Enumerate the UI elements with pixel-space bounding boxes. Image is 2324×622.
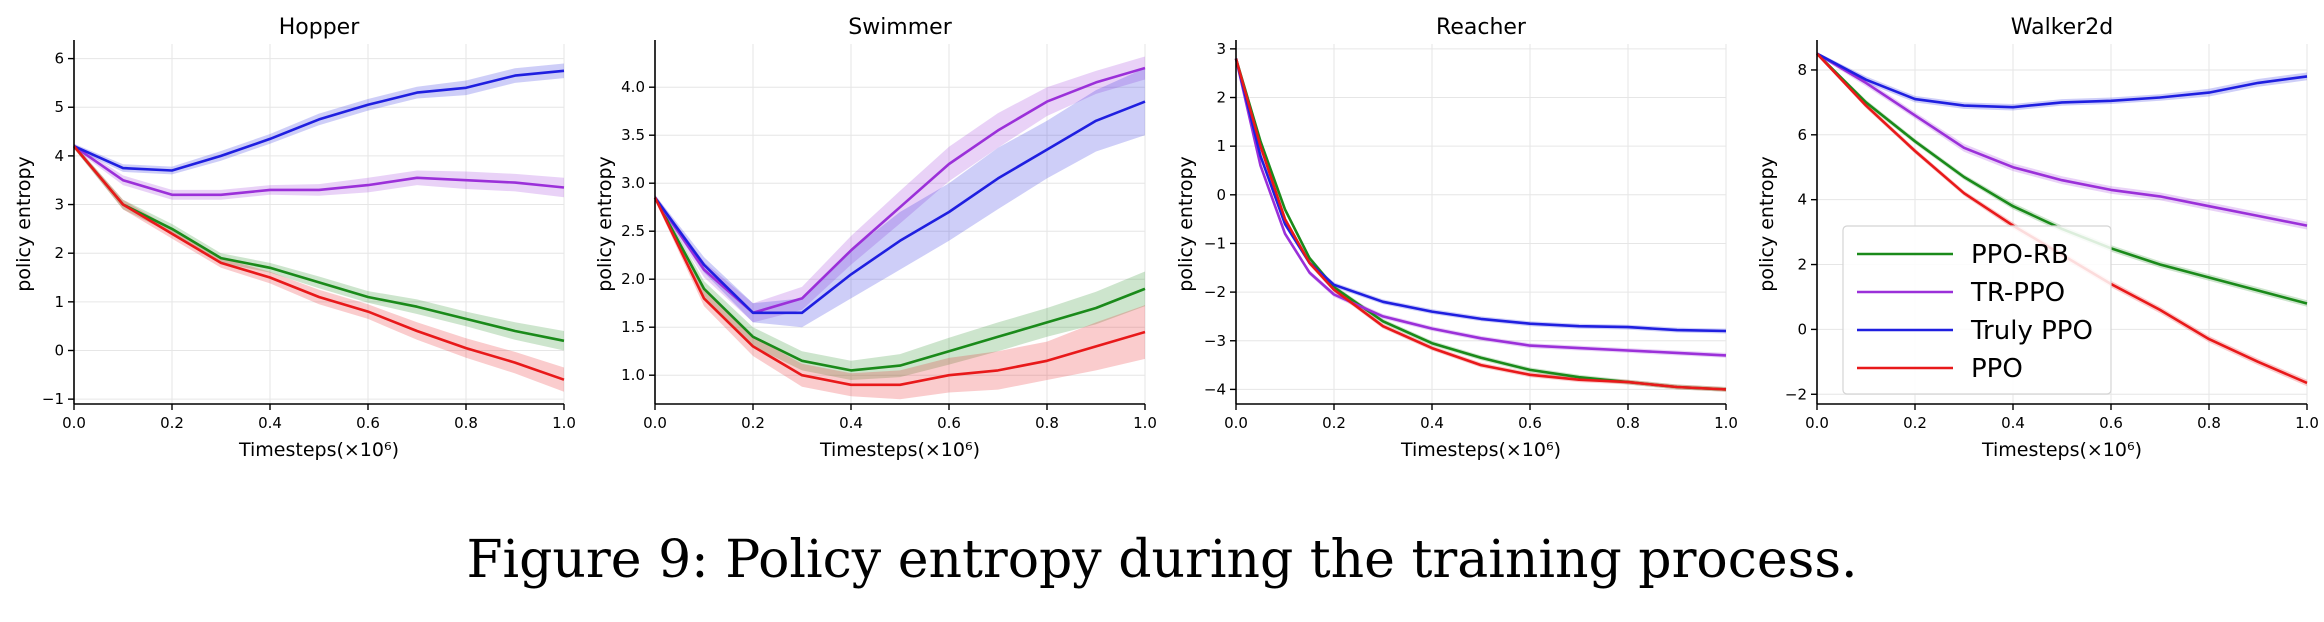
series-line-truly-ppo (653, 100, 1146, 315)
figure-caption: Figure 9: Policy entropy during the trai… (466, 530, 1858, 590)
band-truly-ppo (655, 68, 1145, 328)
x-tick-label: 0.6 (2099, 414, 2123, 432)
series-line-ppo-rb (653, 196, 1146, 372)
y-tick-label: 2 (1216, 89, 1226, 107)
x-tick-label: 0.6 (937, 414, 961, 432)
x-tick-label: 0.4 (258, 414, 282, 432)
x-tick-label: 0.8 (2197, 414, 2221, 432)
x-tick-label: 0.0 (643, 414, 667, 432)
panel-title: Hopper (279, 15, 360, 40)
y-axis-title: policy entropy (13, 156, 35, 291)
band-ppo (1236, 57, 1726, 392)
band-tr-ppo (655, 56, 1145, 323)
y-tick-label: 3.5 (621, 126, 645, 144)
x-axis-title: Timesteps(×10⁶) (238, 439, 399, 461)
series-line-truly-ppo (1816, 52, 2308, 109)
swimmer-chart: 0.0 0.2 0.4 0.6 0.8 1.0 1.0 1.5 2.0 2.5 3.0 3.5 4.0 S… (594, 15, 1157, 461)
band-tr-ppo (1236, 57, 1726, 358)
x-axis-title: Timesteps(×10⁶) (819, 439, 980, 461)
x-tick-label: 0.8 (1616, 414, 1640, 432)
x-tick-label: 0.8 (454, 414, 478, 432)
y-tick-label: 2.0 (621, 270, 645, 288)
x-axis-title: Timesteps(×10⁶) (1981, 439, 2142, 461)
x-tick-label: 0.6 (356, 414, 380, 432)
legend-label-ppo: PPO (1971, 354, 2023, 384)
x-tick-label: 1.0 (1133, 414, 1157, 432)
panel-title: Walker2d (2011, 15, 2113, 40)
legend-label-tr-ppo: TR-PPO (1970, 278, 2065, 308)
panel-title: Reacher (1436, 15, 1527, 40)
y-tick-label: 1.5 (621, 318, 645, 336)
x-tick-label: 0.4 (1420, 414, 1444, 432)
x-tick-label: 0.2 (160, 414, 184, 432)
series-line-ppo (1234, 58, 1727, 391)
y-tick-label: 2.5 (621, 222, 645, 240)
legend-label-truly-ppo: Truly PPO (1970, 316, 2093, 346)
band-ppo-rb (1236, 57, 1726, 392)
x-tick-label: 0.0 (62, 414, 86, 432)
y-tick-label: −1 (42, 390, 64, 408)
y-axis-title: policy entropy (594, 156, 616, 291)
series-line-ppo-rb (73, 145, 565, 343)
x-tick-label: 1.0 (552, 414, 576, 432)
y-tick-label: 2 (1797, 256, 1807, 274)
y-tick-label: 2 (54, 244, 64, 262)
y-axis-title: policy entropy (1175, 156, 1197, 291)
y-tick-label: 6 (54, 50, 64, 68)
y-tick-label: 4.0 (621, 78, 645, 96)
series-line-ppo (73, 145, 565, 381)
x-tick-label: 0.0 (1805, 414, 1829, 432)
series-line-tr-ppo (73, 145, 565, 197)
x-tick-label: 1.0 (1714, 414, 1738, 432)
y-tick-label: 6 (1797, 126, 1807, 144)
x-tick-label: 1.0 (2295, 414, 2319, 432)
band-ppo-rb (655, 194, 1145, 380)
y-tick-label: 0 (1216, 186, 1226, 204)
x-tick-label: 0.2 (1322, 414, 1346, 432)
y-tick-label: 0 (1797, 320, 1807, 338)
y-tick-label: −2 (1204, 283, 1226, 301)
y-tick-label: 1 (54, 293, 64, 311)
series-line-ppo (653, 197, 1146, 387)
hopper-chart: 0.0 0.2 0.4 0.6 0.8 1.0 −1 0 1 2 3 4 5 6 Hopper Timeste… (13, 15, 576, 461)
y-tick-label: 3 (1216, 40, 1226, 58)
series-line-tr-ppo (1234, 58, 1727, 357)
y-tick-label: −2 (1785, 385, 1807, 403)
x-tick-label: 0.4 (839, 414, 863, 432)
y-tick-label: −4 (1204, 380, 1226, 398)
x-tick-label: 0.2 (741, 414, 765, 432)
reacher-chart: 0.0 0.2 0.4 0.6 0.8 1.0 −4 −3 −2 −1 0 1 2 3 Reacher Tim… (1175, 15, 1738, 461)
legend-label-ppo-rb: PPO-RB (1971, 240, 2069, 270)
series-line-truly-ppo (73, 69, 565, 172)
y-tick-label: 0 (54, 341, 64, 359)
y-tick-label: 1.0 (621, 366, 645, 384)
band-ppo (74, 143, 564, 392)
legend-box (1842, 225, 2112, 395)
panel-title: Swimmer (848, 15, 952, 40)
y-tick-label: 8 (1797, 61, 1807, 79)
band-tr-ppo (74, 143, 564, 200)
series-line-tr-ppo (1816, 52, 2308, 227)
y-tick-label: 4 (1797, 191, 1807, 209)
y-tick-label: −1 (1204, 234, 1226, 252)
y-axis-title: policy entropy (1756, 156, 1778, 291)
walker2d-chart: 0.0 0.2 0.4 0.6 0.8 1.0 −2 0 2 4 6 8 Walker2d Timeste… (1756, 15, 2319, 461)
x-tick-label: 0.0 (1224, 414, 1248, 432)
x-tick-label: 0.8 (1035, 414, 1059, 432)
y-tick-label: 5 (54, 98, 64, 116)
y-tick-label: 3 (54, 196, 64, 214)
y-tick-label: 3.0 (621, 174, 645, 192)
y-tick-label: 1 (1216, 137, 1226, 155)
x-tick-label: 0.4 (2001, 414, 2025, 432)
y-tick-label: −3 (1204, 332, 1226, 350)
series-line-truly-ppo (1234, 58, 1727, 333)
x-tick-label: 0.6 (1518, 414, 1542, 432)
band-tr-ppo (1817, 52, 2307, 230)
y-tick-label: 4 (54, 147, 64, 165)
x-tick-label: 0.2 (1903, 414, 1927, 432)
x-axis-title: Timesteps(×10⁶) (1400, 439, 1561, 461)
band-ppo (655, 194, 1145, 400)
